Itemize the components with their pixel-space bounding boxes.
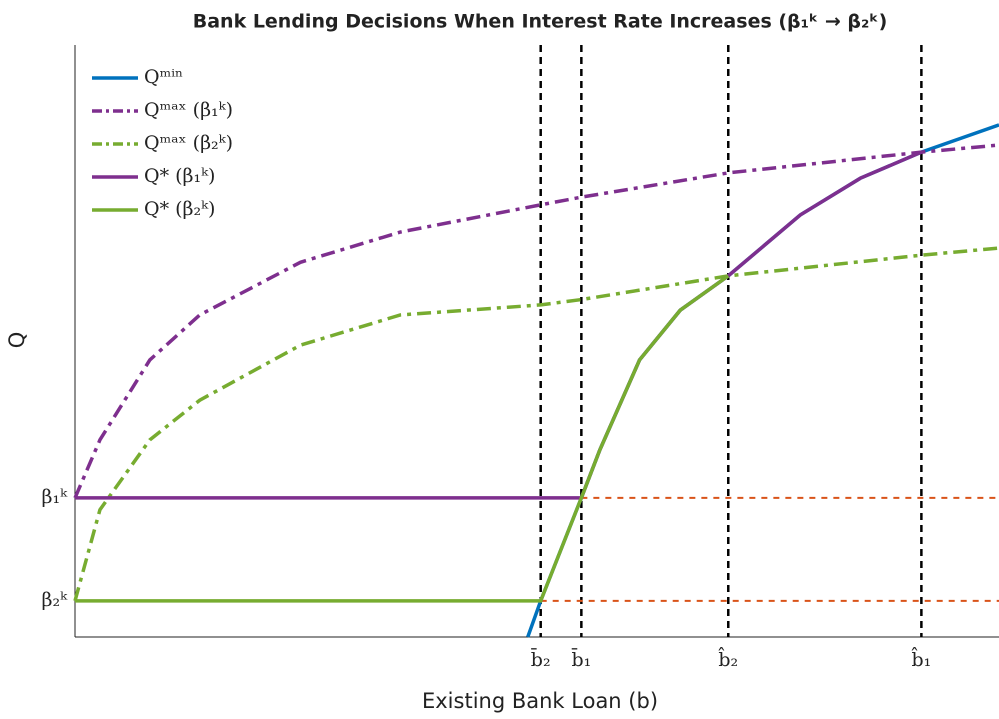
chart-title: Bank Lending Decisions When Interest Rat… [193, 11, 888, 33]
x-tick-label: b̄₂ [531, 647, 551, 671]
series-line [73, 246, 999, 602]
legend-label: Qᵐᵃˣ (β₁ᵏ) [144, 99, 233, 121]
y-axis-label: Q [5, 332, 29, 349]
x-tick-label: b̄₁ [571, 647, 591, 671]
y-tick-label: β₁ᵏ [41, 486, 68, 508]
x-axis-label: Existing Bank Loan (b) [422, 689, 658, 713]
legend-label: Qᵐᵃˣ (β₂ᵏ) [144, 132, 233, 154]
legend-label: Q* (β₂ᵏ) [144, 198, 215, 220]
series-line [526, 123, 999, 638]
y-tick-label: β₂ᵏ [41, 589, 68, 611]
x-tick-label: b̂₁ [911, 646, 931, 671]
x-tick-label: b̂₂ [718, 646, 738, 671]
series-line [75, 274, 730, 603]
legend-label: Qᵐⁱⁿ [144, 66, 183, 88]
series-line [73, 143, 999, 499]
legend-label: Q* (β₁ᵏ) [144, 165, 215, 187]
